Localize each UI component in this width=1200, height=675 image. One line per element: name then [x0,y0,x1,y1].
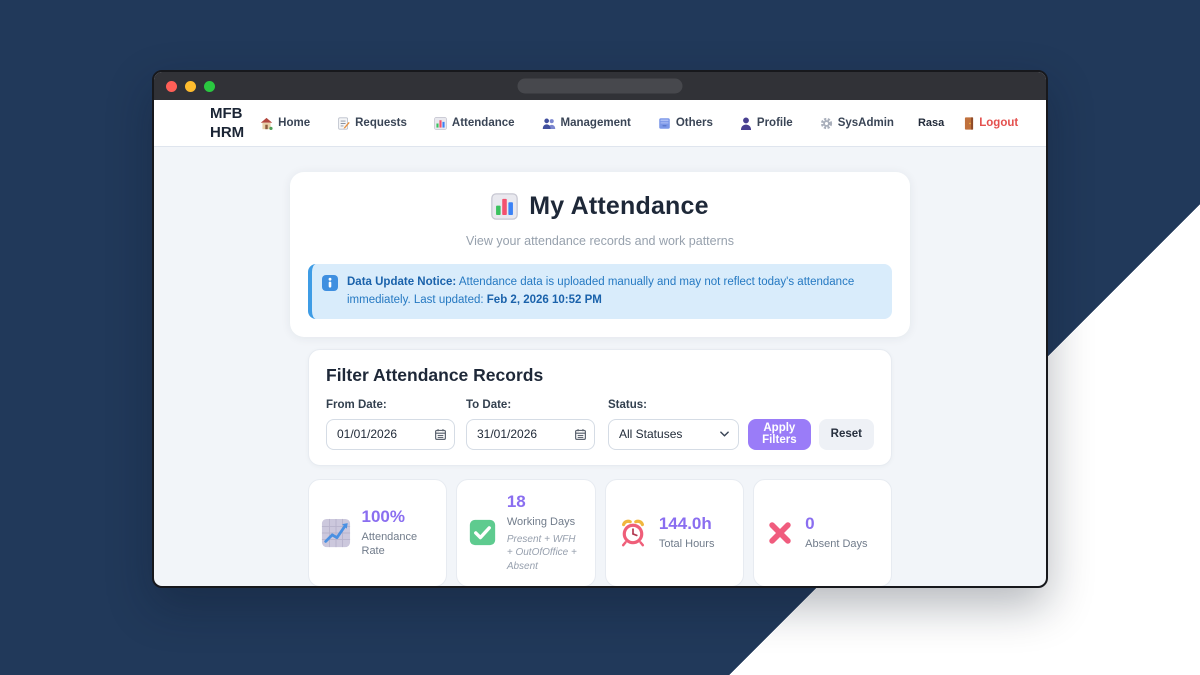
page-subtitle: View your attendance records and work pa… [466,234,734,248]
notice-text: Data Update Notice: Attendance data is u… [347,273,878,310]
alarm-clock-icon [621,519,644,547]
logout-button[interactable]: Logout [964,116,1019,130]
nav-item-label: Others [675,117,713,129]
stat-label: Working Days [506,516,576,529]
absent-days-card: 0 Absent Days [753,478,893,586]
stat-label: Attendance Rate [361,530,418,558]
browser-window: MFB HRM Home Requests Attendance [152,70,1048,588]
nav-item-attendance[interactable]: Attendance [433,116,515,130]
page-title: My Attendance [529,192,709,220]
memo-icon [338,116,350,130]
logo-line-2: HRM [210,124,245,141]
person-icon [740,116,751,130]
nav-item-label: Attendance [451,117,515,129]
door-icon [965,116,974,130]
traffic-lights [166,80,215,92]
attendance-rate-card: 100% Attendance Rate [307,478,447,586]
people-icon [542,118,555,129]
to-date-label: To Date: [466,398,512,411]
working-days-card: 18 Working Days Present + WFH + OutOfOff… [455,478,596,586]
bar-chart-icon [433,116,447,130]
stat-value: 18 [506,492,526,512]
nav-item-management[interactable]: Management [542,117,631,130]
logout-label: Logout [979,117,1019,129]
nav-item-home[interactable]: Home [260,117,310,130]
nav-item-label: Home [278,117,311,129]
from-date-label: From Date: [326,398,387,411]
check-mark-icon [469,520,495,546]
from-date-field: From Date: [326,399,455,450]
bar-chart-icon [491,193,519,220]
logo-line-1: MFB [210,105,243,122]
page-content: My Attendance View your attendance recor… [154,147,1046,586]
info-icon [322,275,338,291]
app-logo[interactable]: MFB HRM [210,104,244,142]
cross-mark-icon [769,522,791,544]
data-update-notice: Data Update Notice: Attendance data is u… [308,264,892,319]
stat-value: 144.0h [658,514,712,534]
calendar-icon[interactable] [434,428,447,441]
stat-sublabel: Present + WFH + OutOfOffice + Absent [506,533,577,572]
filter-heading: Filter Attendance Records [326,364,544,385]
reset-button[interactable]: Reset [818,418,874,450]
nav-item-label: Profile [756,117,793,129]
stat-label: Absent Days [805,538,868,551]
status-selected-value: All Statuses [619,427,683,442]
nav-item-label: SysAdmin [837,117,894,129]
stat-value: 0 [805,514,815,534]
archive-box-icon [659,117,670,129]
close-window-icon[interactable] [166,80,177,92]
stats-row: 100% Attendance Rate 18 Working Days Pre… [307,478,893,586]
attendance-hero-card: My Attendance View your attendance recor… [290,172,910,337]
chart-increasing-icon [321,518,350,547]
to-date-input[interactable] [466,418,595,450]
home-icon [260,117,273,130]
window-titlebar [154,72,1046,100]
filter-card: Filter Attendance Records From Date: To … [308,348,892,466]
stat-value: 100% [361,506,405,526]
status-field: Status: All Statuses [608,399,739,450]
notice-timestamp: Feb 2, 2026 10:52 PM [486,294,602,307]
nav-item-label: Management [560,117,631,129]
nav-item-sysadmin[interactable]: SysAdmin [820,117,894,130]
status-select[interactable]: All Statuses [608,418,739,450]
nav-menu: Home Requests Attendance Management Othe… [260,116,894,130]
to-date-field: To Date: [466,399,595,450]
total-hours-card: 144.0h Total Hours [604,478,745,586]
gear-icon [820,117,832,129]
notice-lead: Data Update Notice: [347,276,457,288]
from-date-input[interactable] [326,418,455,450]
notice-body: Attendance data is uploaded manually and… [347,276,855,307]
zoom-window-icon[interactable] [204,80,215,92]
status-label: Status: [608,398,647,411]
url-bar-placeholder[interactable] [517,78,683,94]
nav-item-others[interactable]: Others [658,117,713,130]
minimize-window-icon[interactable] [185,80,196,92]
nav-item-label: Requests [355,117,407,129]
nav-item-requests[interactable]: Requests [337,116,407,130]
chevron-down-icon [720,431,729,437]
username-label: Rasa [917,117,945,129]
nav-item-profile[interactable]: Profile [740,116,793,130]
calendar-icon[interactable] [574,428,587,441]
app-navbar: MFB HRM Home Requests Attendance [154,100,1046,147]
apply-filters-button[interactable]: Apply Filters [748,418,811,450]
stat-label: Total Hours [658,538,715,551]
